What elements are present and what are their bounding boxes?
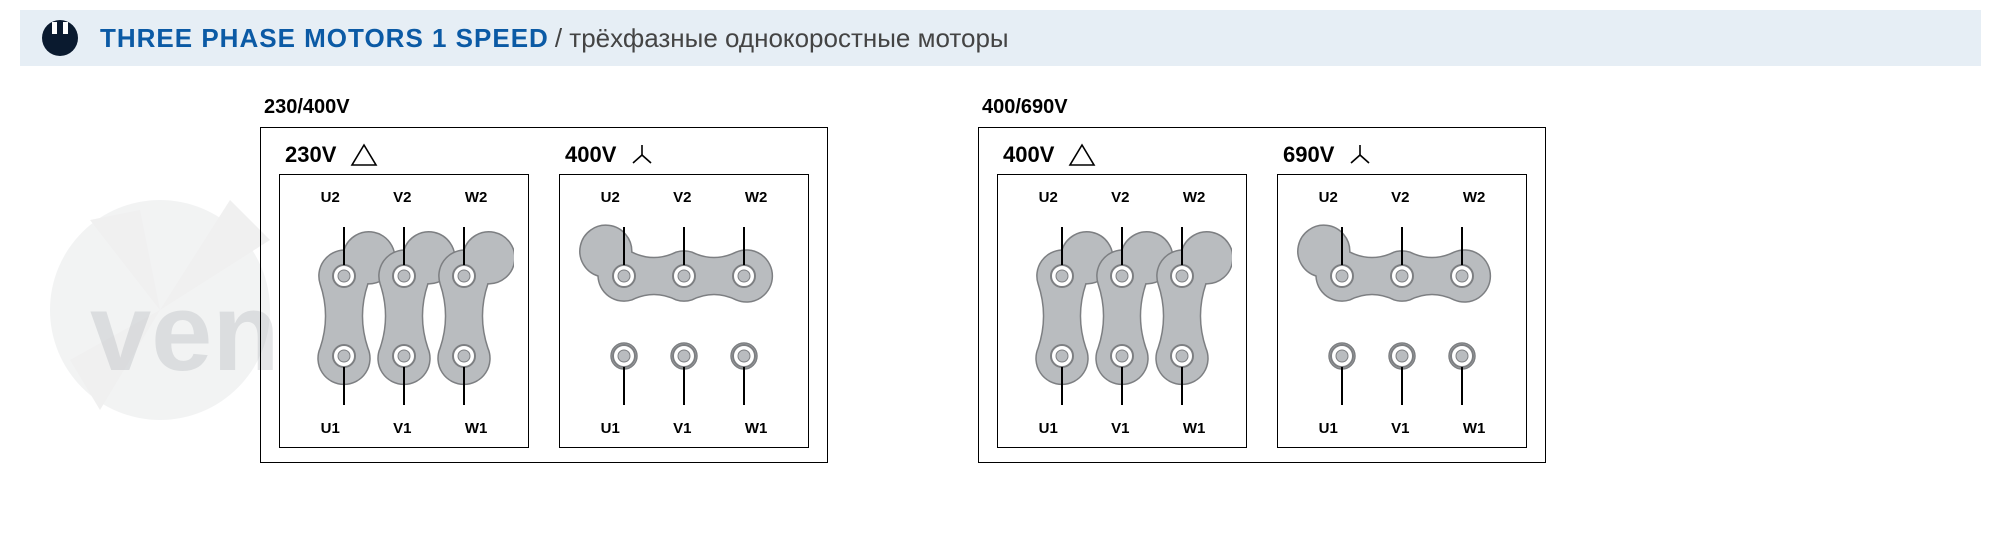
terminal-label: V2 [393, 189, 411, 206]
voltage-group: 400/690V 400V U2 V2 W2 U1 V1 W1 690V U2 V2 W2 U1 V1 W… [978, 96, 1546, 463]
group-voltage-label: 230/400V [264, 96, 828, 119]
connection-diagram: 400V U2 V2 W2 U1 V1 W1 [997, 142, 1247, 448]
terminal-box: U2 V2 W2 U1 V1 W1 [559, 174, 809, 448]
terminal-label: V2 [1111, 189, 1129, 206]
top-terminal-labels: U2 V2 W2 [574, 189, 794, 206]
terminal-label: V1 [1111, 420, 1129, 437]
sub-voltage-label: 230V [285, 142, 336, 168]
star-icon [1348, 143, 1372, 167]
wiring-svg [1292, 208, 1512, 418]
sub-voltage-label: 400V [565, 142, 616, 168]
terminal-label: W2 [465, 189, 488, 206]
connection-diagram: 400V U2 V2 W2 U1 V1 W1 [559, 142, 809, 448]
terminal-box: U2 V2 W2 U1 V1 W1 [279, 174, 529, 448]
terminal-label: U1 [1039, 420, 1058, 437]
terminal-label: U1 [1319, 420, 1338, 437]
sub-header: 400V [565, 142, 809, 168]
header-title: THREE PHASE MOTORS 1 SPEED [100, 23, 549, 54]
sub-header: 690V [1283, 142, 1527, 168]
sub-header: 230V [285, 142, 529, 168]
terminal-label: W1 [1183, 420, 1206, 437]
diagrams-container: 230/400V 230V U2 V2 W2 U1 V1 W1 400V U2 V2 W2 U1 V1 W… [0, 66, 2001, 463]
wiring-svg [1012, 208, 1232, 418]
bottom-terminal-labels: U1 V1 W1 [1012, 420, 1232, 437]
header-subtitle: / трёхфазные однокоростные моторы [555, 23, 1009, 54]
top-terminal-labels: U2 V2 W2 [1292, 189, 1512, 206]
terminal-box: U2 V2 W2 U1 V1 W1 [1277, 174, 1527, 448]
terminal-label: U2 [601, 189, 620, 206]
sub-header: 400V [1003, 142, 1247, 168]
terminal-label: W1 [1463, 420, 1486, 437]
delta-icon [350, 143, 378, 167]
terminal-label: V1 [1391, 420, 1409, 437]
delta-icon [1068, 143, 1096, 167]
terminal-label: W1 [465, 420, 488, 437]
sub-voltage-label: 690V [1283, 142, 1334, 168]
star-icon [630, 143, 654, 167]
terminal-label: U2 [1319, 189, 1338, 206]
top-terminal-labels: U2 V2 W2 [1012, 189, 1232, 206]
bottom-terminal-labels: U1 V1 W1 [574, 420, 794, 437]
terminal-label: V1 [673, 420, 691, 437]
connection-diagram: 690V U2 V2 W2 U1 V1 W1 [1277, 142, 1527, 448]
terminal-label: W2 [1463, 189, 1486, 206]
bottom-terminal-labels: U1 V1 W1 [294, 420, 514, 437]
terminal-box: U2 V2 W2 U1 V1 W1 [997, 174, 1247, 448]
terminal-label: W2 [1183, 189, 1206, 206]
group-voltage-label: 400/690V [982, 96, 1546, 119]
terminal-label: V2 [1391, 189, 1409, 206]
sub-voltage-label: 400V [1003, 142, 1054, 168]
voltage-group: 230/400V 230V U2 V2 W2 U1 V1 W1 400V U2 V2 W2 U1 V1 W… [260, 96, 828, 463]
terminal-label: U2 [1039, 189, 1058, 206]
terminal-label: U2 [321, 189, 340, 206]
terminal-label: W1 [745, 420, 768, 437]
connection-diagram: 230V U2 V2 W2 U1 V1 W1 [279, 142, 529, 448]
wiring-svg [294, 208, 514, 418]
group-box: 230V U2 V2 W2 U1 V1 W1 400V U2 V2 W2 U1 V1 W1 [260, 127, 828, 463]
terminal-label: U1 [601, 420, 620, 437]
terminal-label: W2 [745, 189, 768, 206]
plug-icon [40, 18, 80, 58]
terminal-label: V2 [673, 189, 691, 206]
wiring-svg [574, 208, 794, 418]
terminal-label: V1 [393, 420, 411, 437]
section-header: THREE PHASE MOTORS 1 SPEED / трёхфазные … [20, 10, 1981, 66]
group-box: 400V U2 V2 W2 U1 V1 W1 690V U2 V2 W2 U1 V1 W1 [978, 127, 1546, 463]
top-terminal-labels: U2 V2 W2 [294, 189, 514, 206]
bottom-terminal-labels: U1 V1 W1 [1292, 420, 1512, 437]
terminal-label: U1 [321, 420, 340, 437]
